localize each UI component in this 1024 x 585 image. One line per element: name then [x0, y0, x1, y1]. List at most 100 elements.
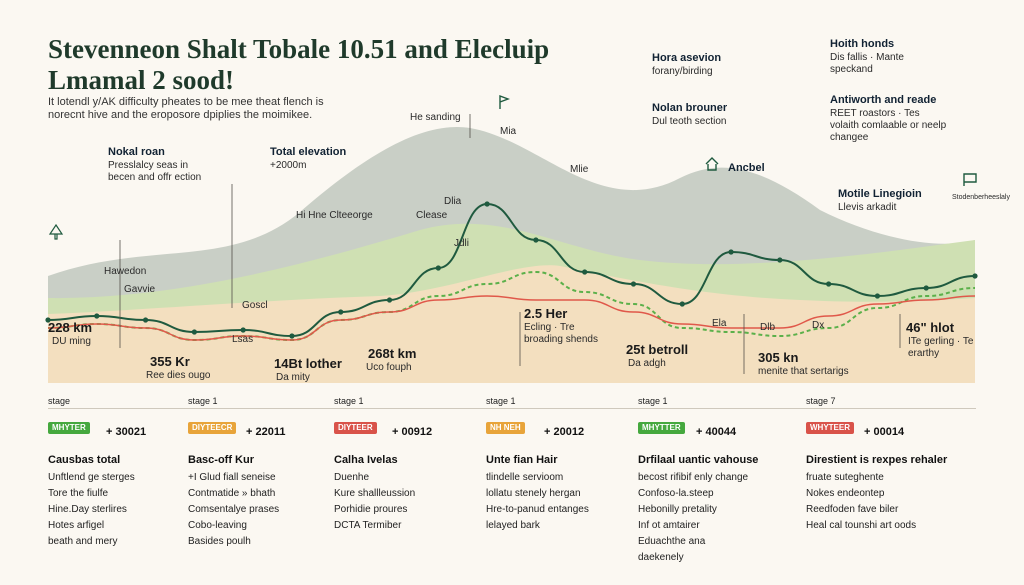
series-point [240, 327, 246, 333]
annotation-title-10: Mlie [570, 164, 589, 175]
stage-value: + 00912 [392, 426, 433, 438]
list-item: lollatu stenely hergan [486, 488, 581, 499]
stage-list: fruate suteghente Nokes endeontep Reedfo… [806, 470, 916, 534]
list-item: Basides poulh [188, 536, 251, 547]
stage-name: stage [48, 396, 71, 406]
stage-list: Unftlend ge sterges Tore the fiulfe Hine… [48, 470, 135, 550]
metric-text-5: Da adgh [628, 358, 666, 369]
marker-label-1: Dlb [760, 322, 776, 333]
stage-heading: Calha Ivelas [334, 454, 398, 466]
series-point [728, 249, 734, 255]
stage-heading: Unte fian Hair [486, 454, 558, 466]
stage-separator [48, 408, 976, 409]
metric-value-7: 46" hlot [906, 320, 955, 335]
page-title: Stevenneon Shalt Tobale 10.51 and Eleclu… [48, 34, 550, 95]
metric-value-4: 2.5 Her [524, 306, 568, 321]
series-point [191, 329, 197, 335]
list-item: Heal cal tounshi art oods [806, 520, 917, 531]
list-item: Kure shallleussion [334, 488, 416, 499]
annotation-title-16: Gavvie [124, 284, 156, 295]
series-point [923, 285, 929, 291]
annotation-title-15: Hawedon [104, 266, 147, 277]
list-item: Tore the fiulfe [48, 488, 109, 499]
series-point [582, 269, 588, 275]
series-point [484, 201, 490, 207]
stage-badge: MHYTER [48, 422, 90, 434]
annotation-title-7: Ancbel [728, 162, 765, 174]
list-item: Unftlend ge sterges [48, 472, 135, 483]
list-item: Cobo-leaving [188, 520, 247, 531]
stage-heading: Causbas total [48, 454, 121, 466]
series-point [533, 237, 539, 243]
list-item: Reedfoden fave biler [806, 504, 899, 515]
annotation-title-11: Dlia [444, 196, 462, 207]
metric-text-1: Ree dies ougo [146, 370, 211, 381]
stage-heading: Drfilaal uantic vahouse [638, 454, 759, 466]
list-item: Eduachthe ana [638, 536, 706, 547]
annotation-text-5: REET roastors · Tes volaith comlaable or… [830, 108, 947, 143]
annotation-title-8: He sanding [410, 112, 461, 123]
list-item: DCTA Termiber [334, 520, 402, 531]
finish-icon [963, 173, 977, 186]
annotation-text-1: +2000m [270, 160, 307, 171]
series-point [679, 301, 685, 307]
series-line-2 [47, 295, 976, 341]
list-item: Porhidie proures [334, 504, 408, 515]
annotation-text-6: Llevis arkadit [838, 202, 897, 213]
list-item: becost rifibif enly change [638, 472, 749, 483]
stage-badge: DIYTEER [334, 422, 377, 434]
series-point [435, 265, 441, 271]
annotation-title-9: Mia [500, 126, 517, 137]
stage-badge: NH NEH [486, 422, 525, 434]
list-item: Hre-to-panud entanges [486, 504, 589, 515]
series-point [826, 281, 832, 287]
list-item: Contmatide » bhath [188, 488, 276, 499]
list-item: Inf ot amtairer [638, 520, 700, 531]
stage-list: Duenhe Kure shallleussion Porhidie prour… [334, 470, 415, 534]
series-point [972, 273, 978, 279]
annotation-title-6: Motile Linegioin [838, 188, 922, 200]
annotation-text-0: Presslalcy seas in becen and offr ection [108, 160, 202, 183]
list-item: lelayed bark [486, 520, 540, 531]
annotation-title-12: Clease [416, 210, 448, 221]
valley-band [48, 265, 975, 383]
series-point [338, 309, 344, 315]
series-point [777, 257, 783, 263]
metric-text-6: menite that sertarigs [758, 366, 849, 377]
annotation-text-2: forany/birding [652, 66, 713, 77]
series-point [386, 297, 393, 303]
annotation-text-3: Dul teoth section [652, 116, 727, 127]
stage-list: tlindelle servioom lollatu stenely herga… [486, 470, 589, 534]
hut-icon [705, 157, 719, 171]
metric-value-0: 228 km [48, 320, 93, 335]
annotation-title-13: Hi Hne Clteeorge [296, 210, 373, 221]
series-point [630, 281, 637, 287]
annotation-title-2: Hora asevion [652, 52, 722, 64]
annotation-title-17: Goscl [242, 300, 268, 311]
metric-text-4: Ecling · Tre broading shends [524, 322, 598, 345]
marker-label-2: Dx [812, 320, 825, 331]
list-item: Confoso-la.steep [638, 488, 714, 499]
series-line-0 [47, 202, 976, 338]
list-item: Hotes arfigel [48, 520, 105, 531]
metric-value-5: 25t betroll [626, 342, 689, 357]
legend-right-icon-label: Stodenberheeslaly [952, 194, 1010, 201]
metric-value-6: 305 kn [758, 350, 799, 365]
stage-badge: DIYTEECR [188, 422, 237, 434]
stage-name: stage 1 [188, 396, 218, 406]
list-item: Comsentalye prases [188, 504, 280, 515]
metric-text-0: DU ming [52, 336, 91, 347]
metric-value-3: 268t km [368, 346, 417, 361]
list-item: +I Glud fiall seneise [188, 472, 276, 483]
elevation-chart [45, 114, 978, 383]
annotation-title-0: Nokal roan [108, 146, 165, 158]
list-item: Hine.Day sterlires [48, 504, 127, 515]
summit-flag-icon [499, 94, 510, 109]
marker-label-0: Ela [712, 318, 727, 329]
stage-name: stage 1 [486, 396, 516, 406]
series-point [142, 317, 149, 323]
stage-heading: Basc-off Kur [188, 454, 255, 466]
stages-panel: stage MHYTER + 30021 Causbas total Unftl… [0, 392, 1024, 585]
annotation-text-4: Dis fallis · Mante speckand [830, 52, 904, 75]
metric-text-2: Da mity [276, 372, 310, 383]
